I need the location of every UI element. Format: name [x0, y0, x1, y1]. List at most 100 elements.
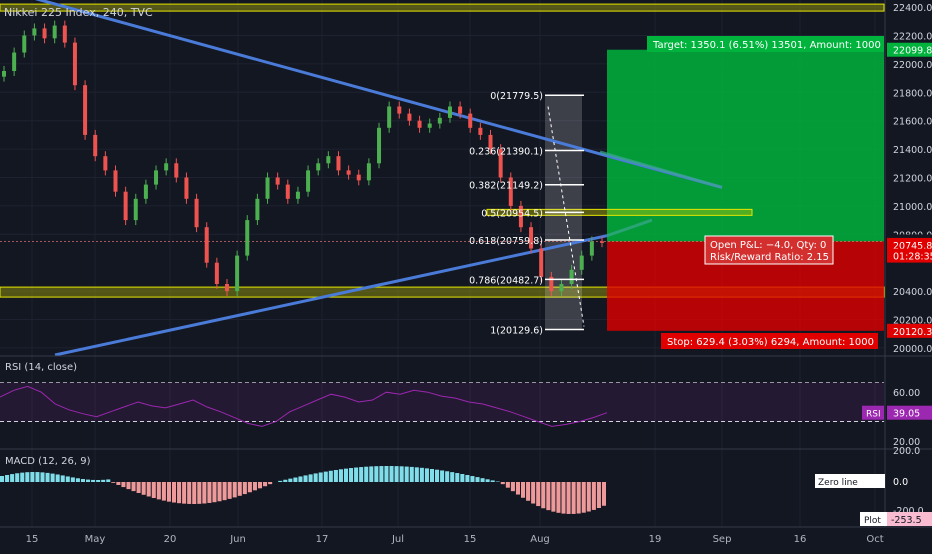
candle-body[interactable]	[316, 163, 320, 170]
rsi-tick-label: 60.00	[893, 388, 920, 399]
candle-body[interactable]	[357, 175, 361, 181]
candle-body[interactable]	[296, 192, 300, 199]
candle-body[interactable]	[103, 156, 107, 170]
price-tick-label: 22400.0	[893, 3, 932, 14]
candle-body[interactable]	[478, 128, 482, 135]
macd-bar	[435, 470, 439, 482]
candle-body[interactable]	[32, 28, 36, 35]
candle-body[interactable]	[407, 114, 411, 121]
candle-body[interactable]	[63, 26, 67, 43]
candle-body[interactable]	[397, 107, 401, 114]
candle-body[interactable]	[2, 71, 6, 77]
macd-bar	[536, 482, 540, 506]
macd-bar	[86, 480, 90, 482]
macd-bar	[288, 479, 292, 482]
candle-body[interactable]	[580, 256, 584, 270]
macd-bar	[577, 482, 581, 514]
time-label: 15	[26, 534, 39, 545]
macd-bar	[137, 482, 141, 493]
fib-level-label: 0.5(20954.5)	[481, 208, 543, 219]
price-tick-label: 21600.0	[893, 117, 932, 128]
macd-bar	[172, 482, 176, 503]
candle-body[interactable]	[255, 199, 259, 220]
price-tick-label: 22000.0	[893, 60, 932, 71]
macd-bar	[450, 472, 454, 482]
candle-body[interactable]	[144, 185, 148, 199]
candle-body[interactable]	[53, 26, 57, 39]
candle-body[interactable]	[225, 284, 229, 291]
candle-body[interactable]	[276, 178, 280, 185]
macd-bar	[349, 468, 353, 482]
candle-body[interactable]	[215, 263, 219, 284]
candle-body[interactable]	[205, 227, 209, 263]
candle-body[interactable]	[286, 185, 290, 199]
candle-body[interactable]	[458, 107, 462, 114]
macd-bar	[304, 475, 308, 482]
candle-body[interactable]	[418, 121, 422, 128]
macd-bar	[76, 478, 80, 482]
candle-body[interactable]	[134, 199, 138, 220]
candle-body[interactable]	[235, 256, 239, 292]
candle-body[interactable]	[124, 192, 128, 220]
macd-bar	[293, 478, 297, 482]
candle-body[interactable]	[326, 156, 330, 163]
macd-bar	[369, 466, 373, 482]
candle-body[interactable]	[266, 178, 270, 199]
macd-bar	[111, 482, 115, 483]
candle-body[interactable]	[12, 53, 16, 71]
candle-body[interactable]	[559, 284, 563, 291]
candle-body[interactable]	[590, 241, 594, 255]
candle-body[interactable]	[164, 163, 168, 170]
candle-body[interactable]	[174, 163, 178, 177]
macd-bar	[501, 482, 505, 484]
rsi-panel[interactable]	[0, 382, 884, 426]
macd-bar	[51, 474, 55, 482]
macd-title: MACD (12, 26, 9)	[5, 456, 91, 467]
candle-body[interactable]	[113, 170, 117, 191]
macd-bar	[425, 468, 429, 482]
macd-bar	[212, 482, 216, 502]
candle-body[interactable]	[428, 124, 432, 128]
time-label: May	[85, 534, 106, 545]
candle-body[interactable]	[377, 128, 381, 164]
candle-body[interactable]	[336, 156, 340, 170]
candle-body[interactable]	[539, 249, 543, 277]
macd-bar	[56, 474, 60, 482]
candle-body[interactable]	[600, 241, 604, 243]
candle-body[interactable]	[184, 178, 188, 199]
candle-body[interactable]	[22, 36, 26, 53]
candle-body[interactable]	[468, 114, 472, 128]
candle-body[interactable]	[306, 170, 310, 191]
candle-body[interactable]	[347, 170, 351, 174]
macd-bar	[470, 476, 474, 482]
macd-bar	[46, 473, 50, 482]
candle-body[interactable]	[83, 85, 87, 135]
candle-body[interactable]	[438, 118, 442, 124]
candle-body[interactable]	[154, 170, 158, 184]
candle-body[interactable]	[367, 163, 371, 180]
macd-bar	[66, 476, 70, 482]
candle-body[interactable]	[73, 43, 77, 86]
macd-bar	[354, 468, 358, 482]
macd-bar	[121, 482, 125, 487]
macd-bar	[192, 482, 196, 504]
candle-body[interactable]	[245, 220, 249, 256]
macd-bar	[101, 480, 105, 482]
rsi-band	[0, 382, 884, 421]
candle-body[interactable]	[448, 107, 452, 118]
candle-body[interactable]	[93, 135, 97, 156]
macd-bar	[314, 473, 318, 482]
fib-level-label: 0.618(20759.8)	[469, 236, 543, 247]
macd-bar	[521, 482, 525, 498]
candle-body[interactable]	[387, 107, 391, 128]
candle-body[interactable]	[43, 28, 47, 38]
macd-bar	[132, 482, 136, 491]
price-tick-label: 21800.0	[893, 88, 932, 99]
price-badge-label: 01:28:35	[893, 252, 932, 263]
candle-body[interactable]	[195, 199, 199, 227]
candle-body[interactable]	[570, 270, 574, 284]
macd-bar	[491, 480, 495, 482]
macd-bar	[81, 479, 85, 482]
macd-bar	[415, 467, 419, 482]
